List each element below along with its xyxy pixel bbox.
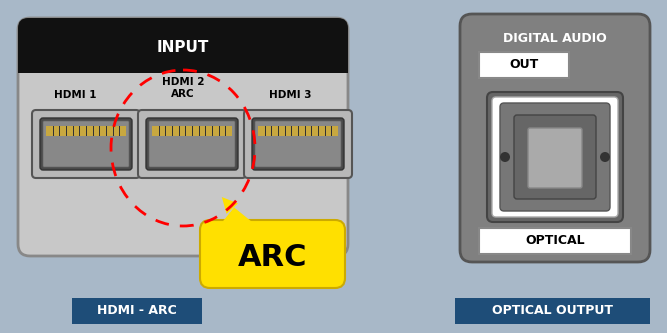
- FancyBboxPatch shape: [492, 97, 618, 217]
- Bar: [291, 126, 292, 136]
- Text: HDMI - ARC: HDMI - ARC: [97, 304, 177, 317]
- Bar: [311, 126, 312, 136]
- Bar: [172, 126, 173, 136]
- Bar: [59, 126, 60, 136]
- Text: HDMI 2
ARC: HDMI 2 ARC: [162, 77, 204, 99]
- Circle shape: [600, 152, 610, 162]
- Bar: [455, 298, 650, 324]
- Bar: [185, 126, 186, 136]
- Bar: [79, 126, 80, 136]
- FancyBboxPatch shape: [252, 118, 344, 170]
- Text: OPTICAL OUTPUT: OPTICAL OUTPUT: [492, 304, 614, 317]
- Text: OPTICAL: OPTICAL: [525, 234, 585, 247]
- FancyBboxPatch shape: [514, 115, 596, 199]
- Bar: [18, 38, 348, 73]
- Bar: [225, 126, 226, 136]
- FancyBboxPatch shape: [43, 121, 129, 167]
- FancyBboxPatch shape: [528, 128, 582, 188]
- FancyBboxPatch shape: [500, 103, 610, 211]
- FancyBboxPatch shape: [255, 121, 341, 167]
- FancyBboxPatch shape: [487, 92, 623, 222]
- Bar: [192, 126, 193, 136]
- Bar: [331, 126, 332, 136]
- FancyBboxPatch shape: [200, 220, 345, 288]
- FancyBboxPatch shape: [18, 18, 348, 256]
- Bar: [212, 126, 213, 136]
- Text: ARC: ARC: [238, 242, 307, 271]
- Bar: [298, 126, 299, 136]
- Bar: [479, 52, 569, 78]
- Bar: [86, 126, 87, 136]
- Bar: [165, 126, 166, 136]
- Bar: [46, 126, 126, 136]
- Bar: [99, 126, 100, 136]
- Bar: [72, 298, 202, 324]
- Bar: [152, 126, 232, 136]
- Bar: [258, 126, 338, 136]
- Bar: [66, 126, 67, 136]
- FancyBboxPatch shape: [40, 118, 132, 170]
- Bar: [119, 126, 120, 136]
- Text: HDMI 3: HDMI 3: [269, 90, 311, 100]
- Bar: [205, 126, 206, 136]
- Bar: [271, 126, 272, 136]
- FancyBboxPatch shape: [18, 18, 348, 73]
- Text: INPUT: INPUT: [157, 40, 209, 55]
- FancyBboxPatch shape: [149, 121, 235, 167]
- Text: OUT: OUT: [510, 59, 539, 72]
- Bar: [479, 228, 631, 254]
- FancyBboxPatch shape: [32, 110, 140, 178]
- FancyBboxPatch shape: [138, 110, 246, 178]
- FancyBboxPatch shape: [146, 118, 238, 170]
- Bar: [318, 126, 319, 136]
- Text: DIGITAL AUDIO: DIGITAL AUDIO: [503, 32, 607, 45]
- FancyBboxPatch shape: [460, 14, 650, 262]
- Circle shape: [500, 152, 510, 162]
- Bar: [106, 126, 107, 136]
- FancyBboxPatch shape: [244, 110, 352, 178]
- Text: HDMI 1: HDMI 1: [54, 90, 96, 100]
- Bar: [278, 126, 279, 136]
